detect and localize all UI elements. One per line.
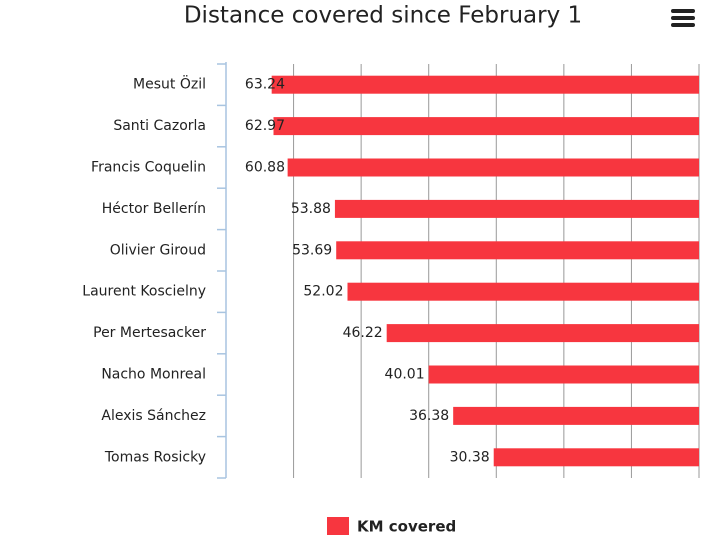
legend-swatch <box>327 517 349 535</box>
menu-bar <box>671 9 695 13</box>
data-label: 46.22 <box>343 325 383 341</box>
data-label: 53.88 <box>291 201 331 217</box>
y-tick-label: Tomas Rosicky <box>104 449 206 465</box>
data-label: 30.38 <box>450 449 490 465</box>
bar <box>428 365 699 384</box>
chart-title: Distance covered since February 1 <box>184 3 582 29</box>
menu-button[interactable] <box>671 9 695 27</box>
data-label: 52.02 <box>303 284 343 300</box>
data-label: 36.38 <box>409 408 449 424</box>
legend-label: KM covered <box>357 518 456 536</box>
y-tick-label: Alexis Sánchez <box>101 408 206 424</box>
menu-bar <box>671 23 695 27</box>
menu-bar <box>671 16 695 20</box>
y-tick-label: Mesut Özil <box>133 75 206 93</box>
data-label: 62.97 <box>245 118 285 134</box>
y-tick-label: Santi Cazorla <box>113 118 206 134</box>
bar <box>273 117 699 136</box>
bar <box>493 448 699 467</box>
bar <box>336 241 699 260</box>
data-label: 60.88 <box>245 160 285 176</box>
y-tick-label: Nacho Monreal <box>101 367 206 383</box>
data-label: 63.24 <box>245 77 285 93</box>
bar <box>287 158 699 177</box>
y-tick-label: Francis Coquelin <box>91 160 206 176</box>
y-tick-label: Héctor Bellerín <box>102 201 206 217</box>
data-label: 53.69 <box>292 242 332 258</box>
bar <box>271 75 699 94</box>
y-tick-label: Laurent Koscielny <box>82 284 206 300</box>
y-tick-label: Olivier Giroud <box>110 242 206 258</box>
y-tick-label: Per Mertesacker <box>93 325 206 341</box>
bar <box>386 324 699 343</box>
bar <box>453 406 699 425</box>
data-label: 40.01 <box>385 367 425 383</box>
bar <box>347 282 699 301</box>
bar <box>334 199 699 218</box>
